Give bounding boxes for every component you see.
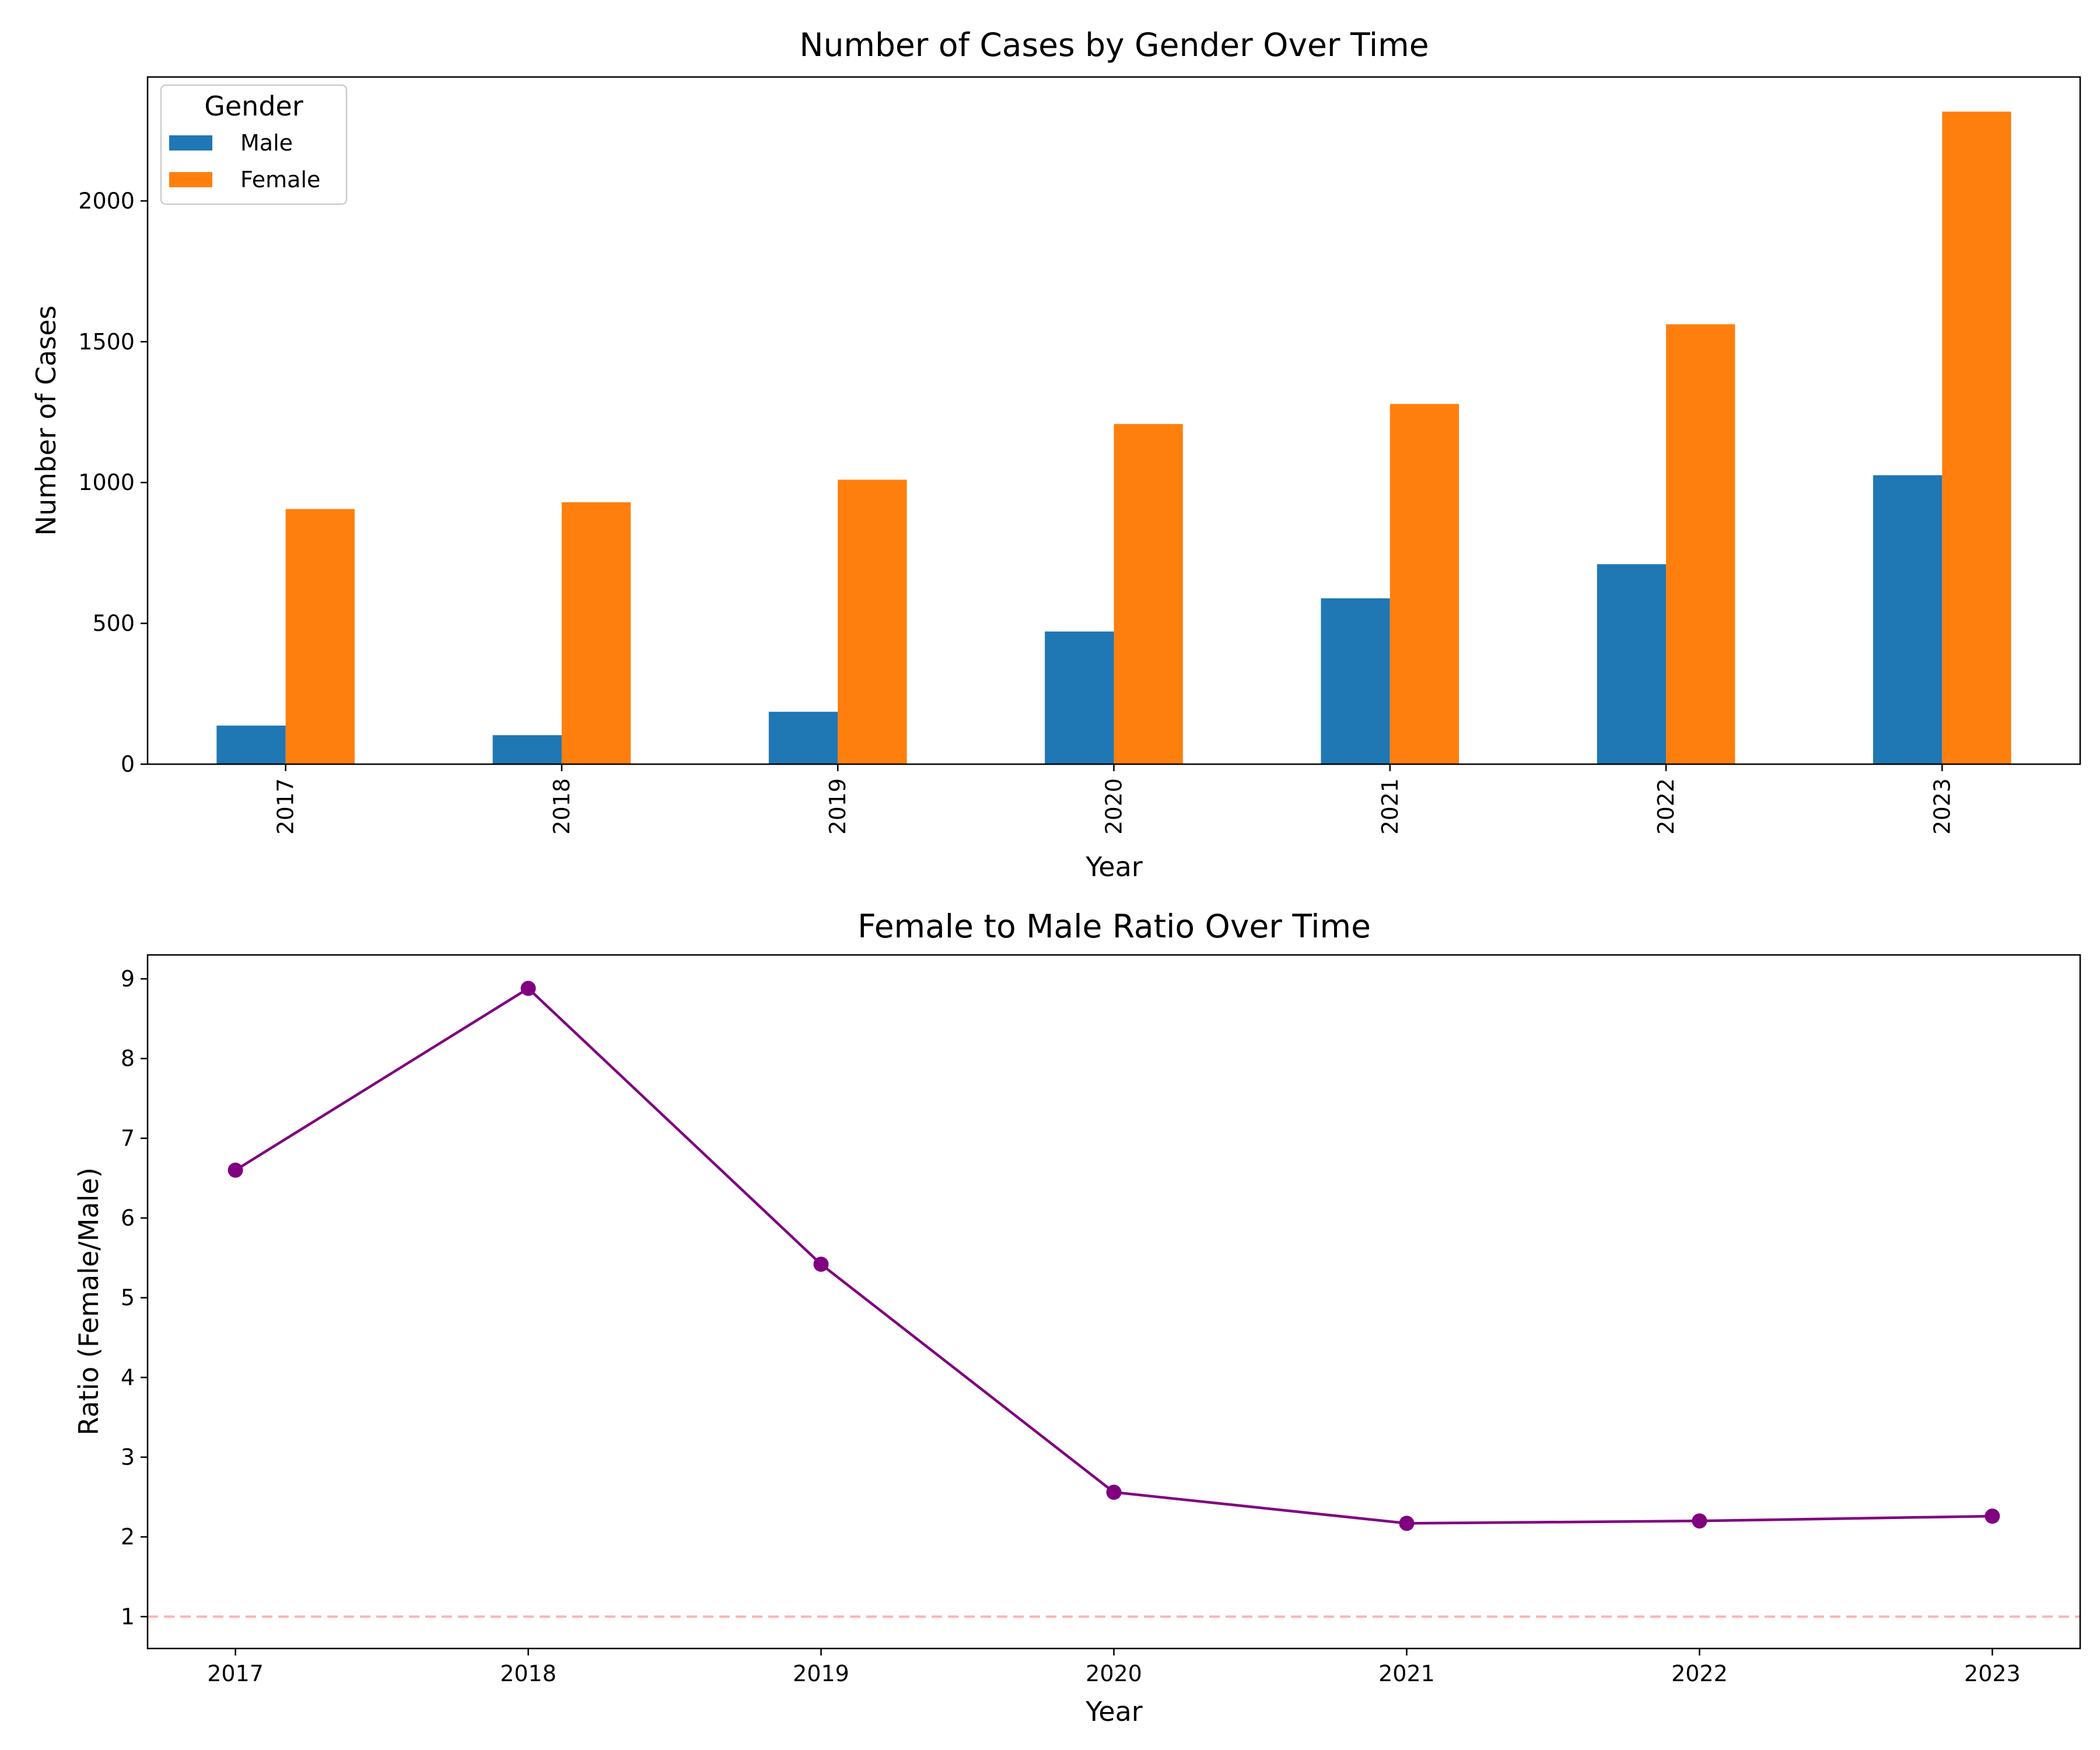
plot-frame (146, 76, 2081, 765)
x-tick-label: 2017 (207, 1661, 264, 1686)
y-axis-ticks: 0 500 1000 1500 2000 (78, 188, 148, 777)
y-tick-label: 500 (92, 611, 135, 636)
y-tick-label: 6 (121, 1205, 135, 1231)
x-tick-label: 2017 (273, 778, 299, 835)
ratio-point-2020 (1106, 1485, 1122, 1500)
x-axis-ticks: 2017 2018 2019 2020 2021 2022 2023 (273, 764, 1955, 835)
x-tick-label: 2023 (1964, 1661, 2021, 1686)
bar-female-2018 (561, 502, 631, 764)
bar-female-2023 (1942, 111, 2011, 764)
x-tick-label: 2020 (1101, 778, 1127, 835)
y-tick-label: 1 (121, 1604, 135, 1629)
y-tick-label: 1500 (78, 329, 135, 355)
bar-male-2022 (1597, 564, 1667, 764)
ratio-point-2021 (1399, 1516, 1415, 1531)
ratio-point-2023 (1985, 1508, 2000, 1524)
y-tick-label: 3 (121, 1444, 135, 1470)
chart-title: Number of Cases by Gender Over Time (799, 26, 1429, 64)
bar-male-2018 (492, 735, 562, 764)
plot-frame (146, 954, 2081, 1650)
x-axis-ticks: 2017 2018 2019 2020 2021 2022 2023 (207, 1648, 2021, 1686)
y-tick-label: 2 (121, 1524, 135, 1550)
x-tick-label: 2022 (1653, 778, 1679, 835)
x-tick-label: 2020 (1086, 1661, 1142, 1686)
ratio-point-2019 (813, 1256, 829, 1272)
y-tick-label: 8 (121, 1046, 135, 1072)
legend-label-female: Female (240, 167, 320, 192)
ratio-point-2022 (1692, 1513, 1707, 1529)
x-tick-label: 2023 (1929, 778, 1955, 835)
bar-female-2019 (838, 480, 907, 764)
female-male-ratio-line-chart: Female to Male Ratio Over Time 1 2 3 4 5 6 7 8 9… (73, 908, 2081, 1727)
chart-title: Female to Male Ratio Over Time (858, 908, 1371, 945)
bar-male-2021 (1321, 598, 1390, 764)
ratio-line (235, 986, 1993, 1525)
y-tick-label: 7 (121, 1125, 135, 1151)
x-tick-label: 2018 (549, 778, 575, 835)
legend-label-male: Male (240, 130, 293, 156)
y-axis-label: Number of Cases (30, 306, 62, 536)
bar-female-2020 (1114, 424, 1183, 764)
y-tick-label: 0 (121, 751, 135, 777)
bar-female-2022 (1666, 324, 1735, 764)
legend: Gender Male Female (160, 84, 348, 205)
legend-swatch-male (169, 135, 212, 150)
y-tick-label: 9 (121, 966, 135, 992)
bar-series-group (216, 111, 2011, 764)
cases-by-gender-bar-chart: Number of Cases by Gender Over Time 0 500… (30, 26, 2081, 883)
x-tick-label: 2019 (825, 778, 850, 835)
x-tick-label: 2019 (793, 1661, 849, 1686)
x-axis-label: Year (1085, 1696, 1142, 1727)
y-axis-ticks: 1 2 3 4 5 6 7 8 9 (121, 966, 148, 1629)
bar-female-2017 (285, 509, 355, 764)
y-axis-label: Ratio (Female/Male) (73, 1167, 104, 1435)
bar-female-2021 (1390, 404, 1460, 764)
x-tick-label: 2018 (500, 1661, 556, 1686)
y-tick-label: 4 (121, 1364, 135, 1390)
x-tick-label: 2021 (1378, 1661, 1435, 1686)
bar-male-2017 (216, 725, 286, 764)
y-tick-label: 2000 (78, 188, 135, 214)
ratio-point-2017 (228, 1163, 243, 1178)
x-tick-label: 2021 (1377, 778, 1403, 835)
bar-male-2019 (768, 712, 838, 764)
bar-male-2023 (1873, 475, 1943, 764)
x-axis-label: Year (1085, 851, 1142, 883)
legend-swatch-female (169, 172, 212, 187)
ratio-point-2018 (520, 981, 536, 996)
legend-title: Gender (204, 90, 303, 122)
x-tick-label: 2022 (1671, 1661, 1728, 1686)
y-tick-label: 1000 (78, 470, 135, 495)
ratio-markers (228, 981, 2000, 1531)
bar-male-2020 (1045, 631, 1114, 764)
y-tick-label: 5 (121, 1285, 135, 1311)
